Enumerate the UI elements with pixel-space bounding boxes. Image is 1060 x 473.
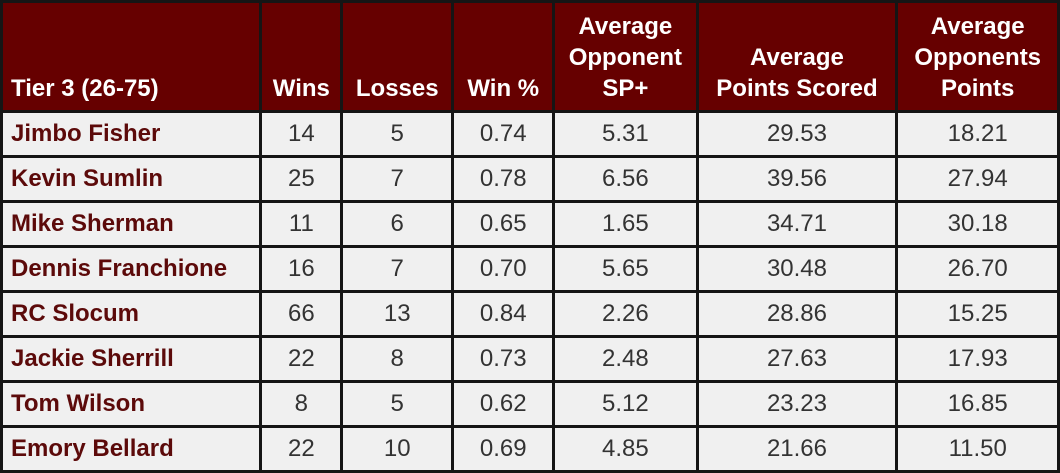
header-cell: Average Opponents Points <box>898 3 1057 110</box>
stat-cell: 14 <box>262 113 341 155</box>
stat-cell: 7 <box>343 158 452 200</box>
header-text: Tier 3 (26-75) <box>11 75 159 102</box>
table-row: Dennis Franchione 16 7 0.70 5.65 30.48 26.70 <box>3 248 1057 290</box>
stat-cell: 18.21 <box>898 113 1057 155</box>
header-cell: Average Points Scored <box>698 3 896 110</box>
stat-cell: 0.69 <box>454 428 553 470</box>
table-row: Tom Wilson 8 5 0.62 5.12 23.23 16.85 <box>3 383 1057 425</box>
header-text: SP+ <box>602 75 649 102</box>
stat-cell: 8 <box>262 383 341 425</box>
stat-cell: 1.65 <box>555 203 696 245</box>
stat-cell: 30.18 <box>898 203 1057 245</box>
header-row: Tier 3 (26-75) Wins Losses Win % Average Oppo… <box>3 3 1057 110</box>
table-row: RC Slocum 66 13 0.84 2.26 28.86 15.25 <box>3 293 1057 335</box>
stat-cell: 5.31 <box>555 113 696 155</box>
table-row: Mike Sherman 11 6 0.65 1.65 34.71 30.18 <box>3 203 1057 245</box>
header-text: Wins <box>272 75 330 102</box>
header-cell: Wins <box>262 3 341 110</box>
table-row: Jimbo Fisher 14 5 0.74 5.31 29.53 18.21 <box>3 113 1057 155</box>
coach-name: Kevin Sumlin <box>3 158 260 200</box>
stat-cell: 22 <box>262 338 341 380</box>
stat-cell: 28.86 <box>698 293 896 335</box>
header-text: Losses <box>355 75 439 102</box>
stat-cell: 0.65 <box>454 203 553 245</box>
table-body: Jimbo Fisher 14 5 0.74 5.31 29.53 18.21 Kevin S… <box>3 113 1057 470</box>
header-text: Opponents <box>914 44 1042 71</box>
stat-cell: 11 <box>262 203 341 245</box>
header-text: Points <box>941 75 1015 102</box>
stat-cell: 16 <box>262 248 341 290</box>
header-cell: Win % <box>454 3 553 110</box>
header-cell: Losses <box>343 3 452 110</box>
stat-cell: 5 <box>343 113 452 155</box>
stat-cell: 6 <box>343 203 452 245</box>
stat-cell: 8 <box>343 338 452 380</box>
stat-cell: 5.12 <box>555 383 696 425</box>
header-cell: Tier 3 (26-75) <box>3 3 260 110</box>
coach-name: Tom Wilson <box>3 383 260 425</box>
header-text: Opponent <box>568 44 683 71</box>
stat-cell: 17.93 <box>898 338 1057 380</box>
stat-cell: 7 <box>343 248 452 290</box>
stat-cell: 0.62 <box>454 383 553 425</box>
stat-cell: 26.70 <box>898 248 1057 290</box>
stat-cell: 0.70 <box>454 248 553 290</box>
stat-cell: 66 <box>262 293 341 335</box>
header-text: Average <box>750 44 844 71</box>
stat-cell: 22 <box>262 428 341 470</box>
coach-name: Mike Sherman <box>3 203 260 245</box>
table-row: Jackie Sherrill 22 8 0.73 2.48 27.63 17.93 <box>3 338 1057 380</box>
stat-cell: 13 <box>343 293 452 335</box>
stat-cell: 25 <box>262 158 341 200</box>
coach-name: Emory Bellard <box>3 428 260 470</box>
stat-cell: 0.74 <box>454 113 553 155</box>
stat-cell: 34.71 <box>698 203 896 245</box>
stat-cell: 16.85 <box>898 383 1057 425</box>
header-text: Points Scored <box>716 75 878 102</box>
stat-cell: 29.53 <box>698 113 896 155</box>
table-row: Kevin Sumlin 25 7 0.78 6.56 39.56 27.94 <box>3 158 1057 200</box>
coach-name: Jimbo Fisher <box>3 113 260 155</box>
header-text: Average <box>930 13 1025 40</box>
table-row: Emory Bellard 22 10 0.69 4.85 21.66 11.50 <box>3 428 1057 470</box>
stat-cell: 30.48 <box>698 248 896 290</box>
coach-name: RC Slocum <box>3 293 260 335</box>
stat-cell: 4.85 <box>555 428 696 470</box>
coach-name: Jackie Sherrill <box>3 338 260 380</box>
stat-cell: 5 <box>343 383 452 425</box>
stat-cell: 2.48 <box>555 338 696 380</box>
stat-cell: 27.94 <box>898 158 1057 200</box>
stat-cell: 23.23 <box>698 383 896 425</box>
stat-cell: 11.50 <box>898 428 1057 470</box>
stat-cell: 27.63 <box>698 338 896 380</box>
stat-cell: 2.26 <box>555 293 696 335</box>
stat-cell: 0.78 <box>454 158 553 200</box>
header-cell: Average Opponent SP+ <box>555 3 696 110</box>
stat-cell: 0.73 <box>454 338 553 380</box>
header-text: Average <box>578 13 673 40</box>
header-text: Win % <box>467 75 540 102</box>
coach-name: Dennis Franchione <box>3 248 260 290</box>
stat-cell: 39.56 <box>698 158 896 200</box>
stat-cell: 15.25 <box>898 293 1057 335</box>
stat-cell: 6.56 <box>555 158 696 200</box>
stat-cell: 21.66 <box>698 428 896 470</box>
stat-cell: 10 <box>343 428 452 470</box>
stat-cell: 0.84 <box>454 293 553 335</box>
stat-cell: 5.65 <box>555 248 696 290</box>
